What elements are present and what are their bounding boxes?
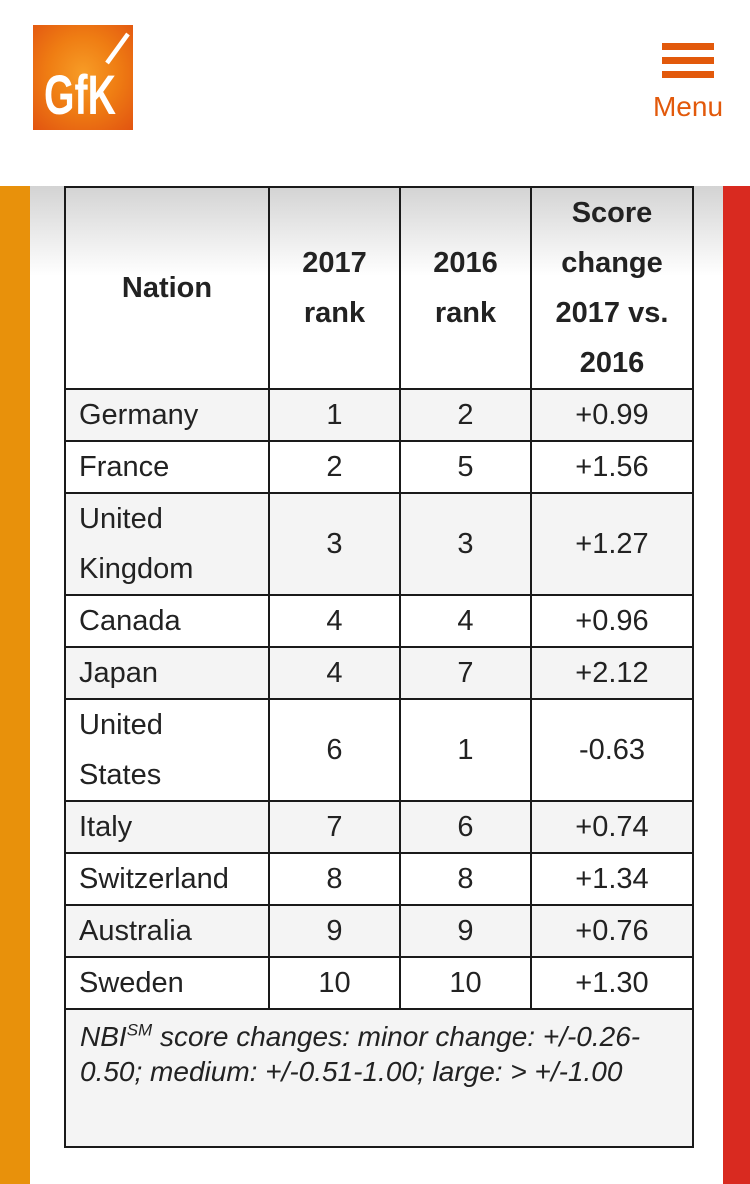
left-accent-stripe <box>0 186 30 1184</box>
cell-score-change: +2.12 <box>530 646 694 700</box>
cell-2017-rank: 2 <box>268 440 401 494</box>
cell-nation: Sweden <box>64 956 270 1010</box>
cell-score-change: +1.56 <box>530 440 694 494</box>
table-header: Nation 2017 rank 2016 rank Score change … <box>64 186 694 390</box>
logo-background <box>33 25 133 130</box>
cell-nation: France <box>64 440 270 494</box>
site-header: GfK Menu <box>0 0 750 168</box>
cell-2016-rank: 1 <box>399 698 532 802</box>
cell-nation: Italy <box>64 800 270 854</box>
cell-2017-rank: 1 <box>268 388 401 442</box>
cell-2017-rank: 4 <box>268 594 401 648</box>
cell-score-change: +1.30 <box>530 956 694 1010</box>
gfk-logo[interactable]: GfK <box>33 25 133 130</box>
cell-2017-rank: 6 <box>268 698 401 802</box>
table-row: United States 6 1 -0.63 <box>64 698 694 802</box>
footnote-text: score changes: minor change: +/-0.26-0.5… <box>80 1021 641 1087</box>
cell-2017-rank: 4 <box>268 646 401 700</box>
cell-nation: Japan <box>64 646 270 700</box>
cell-nation: United States <box>64 698 270 802</box>
cell-score-change: -0.63 <box>530 698 694 802</box>
right-accent-stripe <box>723 186 750 1184</box>
table-row: United Kingdom 3 3 +1.27 <box>64 492 694 596</box>
cell-score-change: +0.74 <box>530 800 694 854</box>
cell-2017-rank: 7 <box>268 800 401 854</box>
col-header-score-change: Score change 2017 vs. 2016 <box>530 186 694 390</box>
cell-2016-rank: 6 <box>399 800 532 854</box>
col-header-2017-rank: 2017 rank <box>268 186 401 390</box>
footnote-superscript: SM <box>126 1020 153 1040</box>
content-area: Nation 2017 rank 2016 rank Score change … <box>0 186 750 1184</box>
cell-2017-rank: 10 <box>268 956 401 1010</box>
hamburger-bar <box>662 43 714 50</box>
cell-score-change: +0.76 <box>530 904 694 958</box>
col-header-2016-rank: 2016 rank <box>399 186 532 390</box>
table-body: Germany 1 2 +0.99 France 2 5 +1.56 United Kingdo… <box>64 388 694 1010</box>
logo-text: GfK <box>44 63 116 126</box>
cell-score-change: +1.27 <box>530 492 694 596</box>
cell-2017-rank: 9 <box>268 904 401 958</box>
cell-nation: Switzerland <box>64 852 270 906</box>
hamburger-bar <box>662 57 714 64</box>
table-row: Switzerland 8 8 +1.34 <box>64 852 694 906</box>
table-footer: NBISM score changes: minor change: +/-0.… <box>64 1008 694 1148</box>
table-row: Germany 1 2 +0.99 <box>64 388 694 442</box>
cell-nation: Germany <box>64 388 270 442</box>
table-row: Italy 7 6 +0.74 <box>64 800 694 854</box>
footnote-cell: NBISM score changes: minor change: +/-0.… <box>64 1008 694 1148</box>
table-row: France 2 5 +1.56 <box>64 440 694 494</box>
table-row: Japan 4 7 +2.12 <box>64 646 694 700</box>
footnote-prefix: NBI <box>80 1021 127 1052</box>
cell-2016-rank: 10 <box>399 956 532 1010</box>
cell-2016-rank: 8 <box>399 852 532 906</box>
menu-button[interactable]: Menu <box>650 43 726 121</box>
nation-rank-table: Nation 2017 rank 2016 rank Score change … <box>64 186 694 1148</box>
cell-nation: Australia <box>64 904 270 958</box>
table-row: Australia 9 9 +0.76 <box>64 904 694 958</box>
hamburger-icon[interactable] <box>662 43 714 78</box>
menu-label[interactable]: Menu <box>652 91 724 122</box>
cell-2016-rank: 3 <box>399 492 532 596</box>
table-row: Canada 4 4 +0.96 <box>64 594 694 648</box>
table-header-row: Nation 2017 rank 2016 rank Score change … <box>64 186 694 390</box>
cell-nation: United Kingdom <box>64 492 270 596</box>
cell-2016-rank: 7 <box>399 646 532 700</box>
logo-slash <box>105 32 130 65</box>
cell-score-change: +0.99 <box>530 388 694 442</box>
col-header-nation: Nation <box>64 186 270 390</box>
cell-2016-rank: 2 <box>399 388 532 442</box>
hamburger-bar <box>662 71 714 78</box>
cell-2016-rank: 9 <box>399 904 532 958</box>
cell-2016-rank: 5 <box>399 440 532 494</box>
cell-2017-rank: 8 <box>268 852 401 906</box>
cell-score-change: +1.34 <box>530 852 694 906</box>
footnote-row: NBISM score changes: minor change: +/-0.… <box>64 1008 694 1148</box>
cell-2016-rank: 4 <box>399 594 532 648</box>
cell-score-change: +0.96 <box>530 594 694 648</box>
cell-2017-rank: 3 <box>268 492 401 596</box>
cell-nation: Canada <box>64 594 270 648</box>
table-row: Sweden 10 10 +1.30 <box>64 956 694 1010</box>
